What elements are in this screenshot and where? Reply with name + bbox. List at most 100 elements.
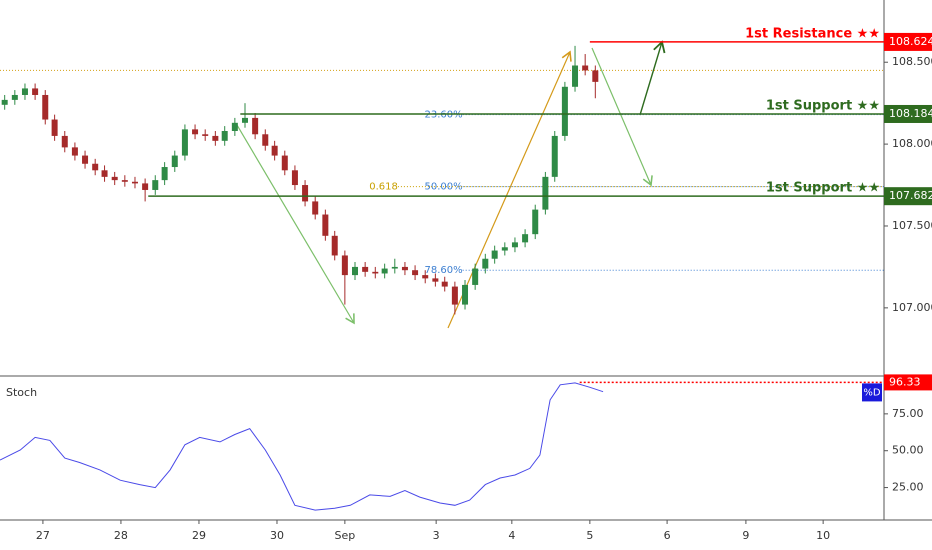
candle-body	[202, 134, 209, 136]
candle-body	[561, 86, 568, 136]
candle-body	[341, 255, 348, 276]
candle-body	[432, 278, 439, 282]
candle-body	[381, 268, 388, 274]
candle-body	[491, 250, 498, 259]
candle-body	[192, 129, 199, 135]
candle-body	[271, 145, 278, 156]
level-tag-label: 107.682	[889, 189, 932, 202]
candle-body	[61, 135, 68, 148]
candle-body	[362, 266, 369, 272]
stoch-title: Stoch	[6, 386, 37, 399]
candle-body	[101, 170, 108, 177]
stoch-line	[0, 382, 604, 511]
candle-body	[441, 281, 448, 287]
candle-body	[501, 247, 508, 251]
candle-body	[231, 122, 238, 132]
candle-body	[542, 176, 549, 210]
candle-body	[131, 181, 138, 184]
x-tick-label: 10	[816, 529, 830, 542]
arrow	[447, 50, 572, 329]
candle-body	[401, 266, 408, 271]
level-label: 1st Resistance ★★	[745, 26, 880, 41]
candle-body	[352, 266, 359, 276]
level-tag	[884, 104, 932, 123]
stoch-last-tag	[884, 374, 932, 391]
level-tag-label: 108.184	[889, 107, 932, 120]
x-tick-label: 6	[664, 529, 671, 542]
candle-body	[181, 129, 188, 156]
arrow	[591, 47, 653, 187]
candle-body	[171, 155, 178, 168]
y-tick-label: 50.00	[892, 444, 924, 457]
candle-body	[592, 70, 599, 82]
candle-body	[21, 88, 28, 95]
fib-label: 0.618	[369, 182, 398, 193]
candle-body	[262, 134, 269, 146]
candle-body	[82, 155, 89, 164]
x-tick-label: 27	[36, 529, 50, 542]
y-tick-label: 75.00	[892, 407, 924, 420]
candle-body	[121, 180, 128, 182]
x-tick-label: 9	[742, 529, 749, 542]
candle-body	[462, 284, 469, 305]
y-tick-label: 25.00	[892, 481, 924, 494]
candle-body	[302, 185, 309, 202]
candle-body	[391, 266, 398, 269]
y-tick-label: 108.500	[892, 55, 932, 68]
candle-body	[71, 147, 78, 156]
y-tick-label: 107.000	[892, 301, 932, 314]
candle-body	[412, 270, 419, 276]
x-tick-label: 4	[508, 529, 515, 542]
y-tick-label: 108.000	[892, 137, 932, 150]
candle-body	[572, 65, 579, 87]
fib-label: 23.60%	[425, 110, 463, 121]
candle-body	[322, 214, 329, 236]
candle-body	[51, 119, 58, 136]
candle-body	[212, 135, 219, 141]
fib-label: 78.60%	[425, 265, 463, 276]
level-label: 1st Support ★★	[766, 181, 880, 196]
arrow	[236, 124, 355, 325]
x-tick-label: 28	[114, 529, 128, 542]
y-tick-label: 107.500	[892, 219, 932, 232]
candle-body	[291, 170, 298, 186]
candle-body	[422, 275, 429, 279]
level-label: 1st Support ★★	[766, 98, 880, 113]
candle-body	[482, 258, 489, 269]
x-tick-label: 29	[192, 529, 206, 542]
candle-body	[92, 163, 99, 171]
candle-body	[331, 235, 338, 256]
candle-body	[152, 180, 159, 190]
candle-body	[312, 201, 319, 215]
stoch-last-label: 96.33	[889, 375, 921, 388]
candle-body	[11, 94, 18, 100]
candle-body	[582, 65, 589, 71]
candle-body	[372, 271, 379, 274]
candle-body	[221, 131, 228, 141]
x-tick-label: 5	[586, 529, 593, 542]
candle-body	[42, 94, 49, 120]
candle-body	[161, 167, 168, 181]
candle-body	[451, 286, 458, 305]
candle-body	[281, 155, 288, 171]
candle-body	[142, 183, 149, 190]
candle-body	[32, 88, 39, 95]
legend-box	[862, 383, 882, 402]
candle-body	[472, 268, 479, 285]
x-tick-label: Sep	[334, 529, 355, 542]
level-tag	[884, 32, 932, 51]
candle-body	[241, 117, 248, 123]
level-tag-label: 108.624	[889, 35, 932, 48]
candle-body	[111, 176, 118, 181]
level-tag	[884, 187, 932, 206]
candle-body	[522, 234, 529, 243]
candle-body	[252, 117, 259, 135]
x-tick-label: 30	[270, 529, 284, 542]
candle-body	[551, 135, 558, 177]
candle-body	[1, 99, 8, 105]
arrow	[639, 40, 666, 116]
candle-body	[532, 209, 539, 235]
candle-body	[511, 242, 518, 248]
